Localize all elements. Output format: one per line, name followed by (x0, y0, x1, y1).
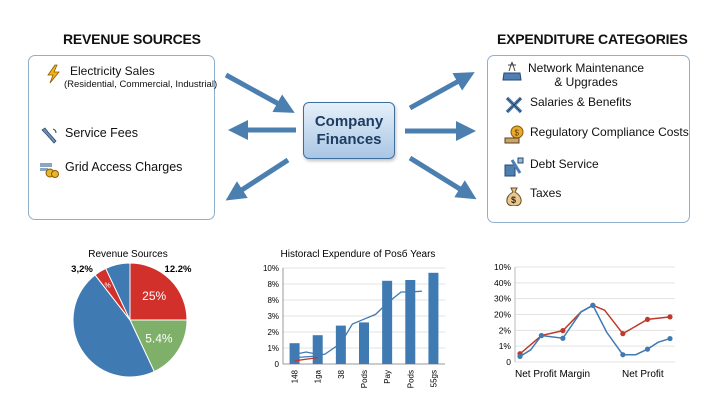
y-tick-label: 40% (494, 278, 511, 288)
y-tick-label: 0 (506, 357, 511, 367)
trend-line-2 (294, 355, 318, 359)
data-point (560, 335, 566, 341)
y-tick-label: 10% (494, 262, 511, 272)
grid-access-label: Grid Access Charges (65, 160, 183, 174)
revenue-title: REVENUE SOURCES (63, 31, 201, 47)
bar (335, 325, 346, 364)
bar (289, 343, 300, 364)
debt-service-label: Debt Service (530, 157, 599, 171)
bar (312, 335, 323, 364)
expenditure-item-debt: Debt Service (504, 157, 599, 177)
x-label-net-profit: Net Profit (622, 369, 664, 380)
y-tick-label: 8% (267, 280, 279, 289)
lightning-icon (47, 64, 60, 84)
pie-slice-label: % (105, 283, 111, 290)
wrench-icon (41, 127, 57, 144)
arrow-center-to-grid-access (225, 157, 290, 201)
x-label-net-profit-margin: Net Profit Margin (515, 369, 590, 380)
electricity-sales-sub: (Residential, Commercial, Industrial) (64, 79, 218, 90)
y-tick-label: 20% (494, 310, 511, 320)
expenditure-item-regulatory: $ Regulatory Compliance Costs (504, 125, 689, 145)
revenue-item-electricity: Electricity Sales (Residential, Commerci… (44, 64, 217, 92)
salaries-label: Salaries & Benefits (530, 95, 632, 109)
y-tick-label: 3% (267, 312, 279, 321)
revenue-item-grid-access: Grid Access Charges (39, 160, 182, 180)
data-point (667, 335, 673, 342)
x-tick-label: Pods (360, 370, 369, 388)
x-tick-label: 1ɡa (314, 369, 323, 383)
bar (428, 272, 439, 364)
trend-line (294, 290, 422, 356)
center-line1: Company (314, 112, 384, 130)
y-tick-label: 8% (267, 296, 279, 305)
power-grid-icon (502, 61, 522, 81)
svg-text:$: $ (515, 129, 520, 138)
historical-expenditure-chart: Historacl Expendure of Posб Years 0 1% 2% 3… (263, 248, 445, 388)
x-tick-label: Pods (406, 370, 415, 388)
network-label2: & Upgrades (554, 75, 618, 89)
pie-slice-label: 5.4% (145, 331, 173, 345)
regulatory-label: Regulatory Compliance Costs (530, 125, 689, 139)
trend-line-red (294, 356, 318, 362)
x-tick-label: 148 (291, 369, 300, 383)
pie-slice (129, 262, 188, 321)
y-tick-label: 10% (263, 264, 279, 273)
arrow-center-to-taxes (408, 155, 477, 200)
y-tick-label: 1% (499, 341, 512, 351)
net-profit-chart: 0 1% 2% 20% 30% 40% 10% Net Profit Margin Net … (494, 262, 675, 380)
arrow-electricity-to-center (224, 72, 295, 113)
x-tick-label: 55ɡs (429, 370, 438, 387)
data-point (667, 314, 673, 320)
bar-chart-title: Historacl Expendure of Posб Years (281, 248, 436, 260)
pie-slice (72, 274, 155, 378)
revenue-pie-chart: Revenue Sources 3,2% 12.2% 25% 5.4%% (71, 249, 192, 378)
y-tick-label: 2% (267, 328, 279, 337)
x-tick-label: 38 (337, 369, 346, 378)
pie-outer-label: 12.2% (165, 264, 192, 275)
expenditure-title: EXPENDITURE CATEGORIES (497, 31, 688, 47)
debt-icon (504, 157, 524, 177)
pie-slice (129, 319, 188, 373)
arrow-center-to-network (408, 72, 475, 111)
bar (405, 280, 416, 364)
x-tick-label: Pay (383, 370, 392, 384)
svg-text:$: $ (511, 195, 516, 205)
y-tick-label: 30% (494, 294, 511, 304)
bar (359, 322, 369, 364)
electricity-sales-label: Electricity Sales (70, 64, 155, 78)
y-tick-label: 0 (275, 360, 280, 369)
data-point (538, 332, 545, 339)
expenditure-item-network: Network Maintenance & Upgrades (502, 61, 644, 89)
data-point (644, 316, 651, 323)
pie-slice (105, 262, 131, 321)
y-tick-label: 1% (267, 344, 279, 353)
pie-outer-label: 3,2% (71, 264, 93, 275)
bar (382, 280, 393, 364)
data-point (620, 331, 626, 337)
taxes-label: Taxes (530, 186, 562, 200)
data-point (644, 346, 651, 352)
expenditure-box (487, 55, 690, 223)
tools-icon (505, 96, 523, 114)
data-point (560, 328, 566, 334)
pie-slice-label: 25% (142, 289, 166, 303)
coins-icon (40, 163, 59, 178)
data-point (590, 302, 596, 308)
data-point (620, 352, 626, 358)
data-point (517, 353, 523, 360)
network-label: Network Maintenance (528, 61, 645, 75)
center-line2: Finances (316, 130, 382, 148)
revenue-box (28, 55, 215, 220)
company-finances-node: Company Finances (303, 102, 395, 159)
money-truck-icon: $ (504, 125, 524, 144)
pie-title: Revenue Sources (88, 249, 168, 260)
money-bag-icon: $ (506, 187, 522, 206)
service-fees-label: Service Fees (65, 126, 138, 140)
expenditure-item-salaries: Salaries & Benefits (504, 95, 631, 115)
expenditure-item-taxes: $ Taxes (504, 186, 561, 206)
y-tick-label: 2% (499, 325, 512, 335)
revenue-item-service-fees: Service Fees (39, 126, 138, 146)
